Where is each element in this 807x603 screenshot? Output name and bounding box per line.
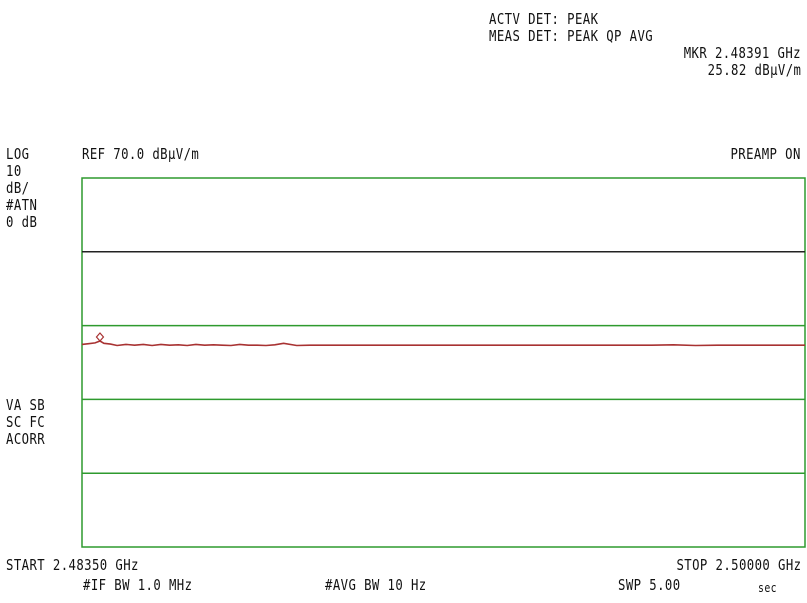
reference-level-label: REF 70.0 dBµV/m — [82, 145, 200, 163]
measurement-detector-label: MEAS DET: PEAK QP AVG — [489, 27, 654, 45]
marker-level-readout: 25.82 dBµV/m — [707, 61, 801, 79]
average-bandwidth: #AVG BW 10 Hz — [325, 576, 427, 594]
spectrum-trace — [81, 340, 805, 347]
if-bandwidth: #IF BW 1.0 MHz — [83, 576, 193, 594]
sweep-time-unit: sec — [758, 581, 778, 595]
flags-line-1: VA SB — [6, 396, 46, 414]
preamp-status: PREAMP ON — [730, 145, 801, 163]
scale-type-label: LOG — [6, 145, 30, 163]
scale-unit: dB/ — [6, 179, 30, 197]
attenuation-value: 0 dB — [6, 213, 38, 231]
marker-frequency-readout: MKR 2.48391 GHz — [683, 44, 801, 62]
flags-line-3: ACORR — [6, 430, 46, 448]
graticule-frame — [81, 177, 806, 548]
sweep-time: SWP 5.00 — [618, 576, 681, 594]
stop-frequency: STOP 2.50000 GHz — [675, 556, 801, 574]
start-frequency: START 2.48350 GHz — [6, 556, 139, 574]
scale-value: 10 — [6, 162, 22, 180]
attenuation-label: #ATN — [6, 196, 38, 214]
active-detector-label: ACTV DET: PEAK — [489, 10, 599, 28]
marker-diamond-icon — [95, 332, 105, 342]
flags-line-2: SC FC — [6, 413, 46, 431]
